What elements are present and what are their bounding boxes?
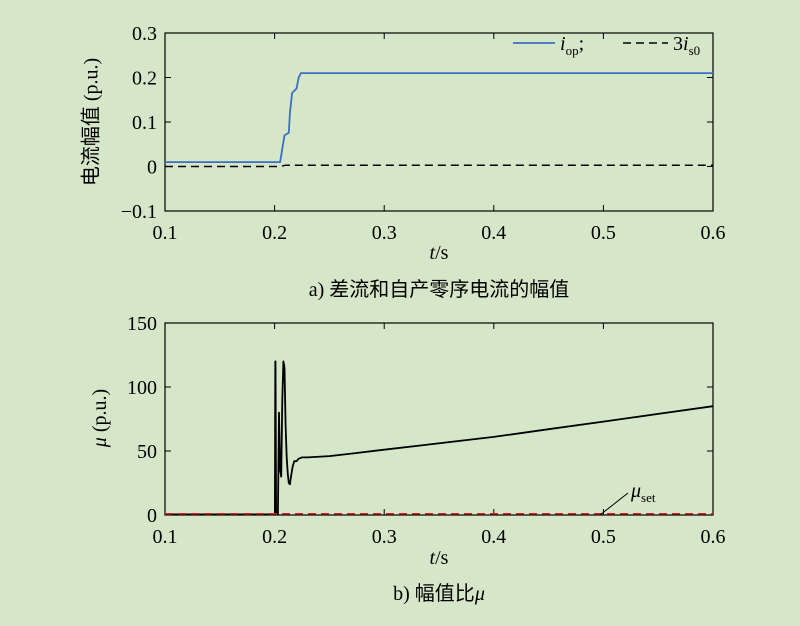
- legend-label-3i-s0: 3is0: [673, 33, 700, 58]
- panel-b-y-tick-label: 100: [127, 377, 157, 399]
- panel-b-frame: [164, 322, 714, 516]
- panel-a-y-tick-label: −0.1: [121, 201, 157, 223]
- panel-b-x-tick-label: 0.1: [153, 526, 178, 548]
- panel-a-x-tick-label: 0.5: [591, 222, 616, 244]
- mu-set-label: μset: [630, 480, 656, 505]
- panel-a-series: [165, 72, 713, 168]
- panel-b-y-tick-label: 150: [127, 313, 157, 335]
- panel-a-ticks: 0.1 0.2 0.3 0.4 0.5 0.6 −0.1 0 0.1 0.2 0.3: [121, 23, 726, 244]
- panel-a-x-tick-label: 0.6: [701, 222, 726, 244]
- panel-b-x-tick-label: 0.5: [591, 526, 616, 548]
- panel-b: 0.1 0.2 0.3 0.4 0.5 0.6 0 50 100 150 μ (p.u.) t/s…: [89, 313, 726, 605]
- panel-b-ticks: 0.1 0.2 0.3 0.4 0.5 0.6 0 50 100 150: [127, 313, 726, 548]
- panel-a-y-tick-label: 0.1: [132, 112, 157, 134]
- panel-a-legend: iop; 3is0: [513, 33, 700, 58]
- panel-a: 0.1 0.2 0.3 0.4 0.5 0.6 −0.1 0 0.1 0.2 0.3 电流幅值 (p…: [80, 23, 726, 301]
- panel-b-series: [165, 360, 714, 516]
- panel-b-y-tick-label: 0: [147, 505, 157, 527]
- panel-a-x-tick-label: 0.1: [153, 222, 178, 244]
- panel-b-y-tick-label: 50: [137, 441, 157, 463]
- panel-a-y-tick-label: 0: [147, 157, 157, 179]
- panel-a-series-3i-s0: [165, 164, 713, 168]
- panel-a-ylabel: 电流幅值 (p.u.): [80, 58, 103, 186]
- panel-a-y-tick-label: 0.2: [132, 68, 157, 90]
- panel-b-xlabel: t/s: [430, 547, 449, 569]
- panel-a-x-tick-label: 0.2: [262, 222, 287, 244]
- panel-a-frame: [164, 32, 714, 212]
- panel-b-x-tick-label: 0.6: [701, 526, 726, 548]
- panel-b-ylabel: μ (p.u.): [89, 389, 111, 448]
- panel-b-x-tick-label: 0.2: [262, 526, 287, 548]
- legend-label-i-op: iop;: [560, 33, 584, 58]
- panel-a-x-tick-label: 0.4: [481, 222, 506, 244]
- panel-a-xlabel: t/s: [430, 242, 449, 264]
- panel-b-x-tick-label: 0.3: [372, 526, 397, 548]
- panel-a-caption: a) 差流和自产零序电流的幅值: [309, 278, 570, 301]
- panel-b-caption: b) 幅值比μ: [393, 582, 485, 605]
- panel-a-y-tick-label: 0.3: [132, 23, 157, 45]
- panel-a-series-i-op: [165, 72, 713, 164]
- mu-set-annotation: μset: [599, 480, 656, 516]
- panel-b-x-tick-label: 0.4: [481, 526, 506, 548]
- mu-set-leader-line: [599, 492, 629, 516]
- panel-a-x-tick-label: 0.3: [372, 222, 397, 244]
